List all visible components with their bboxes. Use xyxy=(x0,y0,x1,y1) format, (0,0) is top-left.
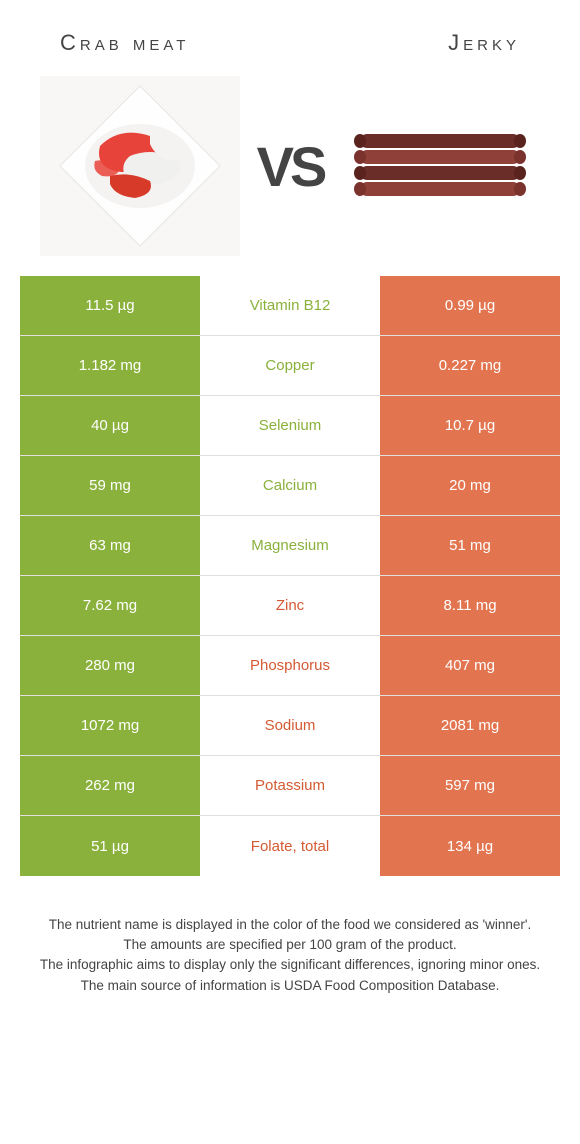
nutrient-row: 7.62 mgZinc8.11 mg xyxy=(20,576,560,636)
nutrient-left-value: 7.62 mg xyxy=(20,576,200,635)
nutrient-name: Phosphorus xyxy=(200,636,380,695)
nutrient-row: 63 mgMagnesium51 mg xyxy=(20,516,560,576)
nutrient-left-value: 51 µg xyxy=(20,816,200,876)
nutrient-right-value: 407 mg xyxy=(380,636,560,695)
nutrient-right-value: 597 mg xyxy=(380,756,560,815)
nutrient-left-value: 1072 mg xyxy=(20,696,200,755)
nutrient-right-value: 0.227 mg xyxy=(380,336,560,395)
title-right: Jerky xyxy=(448,30,520,56)
footer: The nutrient name is displayed in the co… xyxy=(0,876,580,1017)
nutrient-row: 40 µgSelenium10.7 µg xyxy=(20,396,560,456)
nutrient-row: 11.5 µgVitamin B120.99 µg xyxy=(20,276,560,336)
nutrient-name: Potassium xyxy=(200,756,380,815)
title-left: Crab meat xyxy=(60,30,189,56)
header: Crab meat Jerky xyxy=(0,0,580,66)
nutrient-right-value: 20 mg xyxy=(380,456,560,515)
nutrient-name: Selenium xyxy=(200,396,380,455)
nutrient-name: Zinc xyxy=(200,576,380,635)
nutrient-name: Calcium xyxy=(200,456,380,515)
jerky-image xyxy=(340,76,540,256)
nutrient-name: Copper xyxy=(200,336,380,395)
nutrient-right-value: 2081 mg xyxy=(380,696,560,755)
nutrient-name: Folate, total xyxy=(200,816,380,876)
nutrient-right-value: 8.11 mg xyxy=(380,576,560,635)
nutrient-left-value: 262 mg xyxy=(20,756,200,815)
nutrient-right-value: 0.99 µg xyxy=(380,276,560,335)
nutrient-row: 51 µgFolate, total134 µg xyxy=(20,816,560,876)
nutrient-right-value: 51 mg xyxy=(380,516,560,575)
nutrient-left-value: 280 mg xyxy=(20,636,200,695)
nutrient-row: 262 mgPotassium597 mg xyxy=(20,756,560,816)
nutrient-right-value: 134 µg xyxy=(380,816,560,876)
footer-line: The main source of information is USDA F… xyxy=(30,977,550,995)
nutrient-row: 59 mgCalcium20 mg xyxy=(20,456,560,516)
footer-line: The nutrient name is displayed in the co… xyxy=(30,916,550,934)
images-row: VS xyxy=(0,66,580,276)
nutrient-left-value: 11.5 µg xyxy=(20,276,200,335)
nutrient-row: 1.182 mgCopper0.227 mg xyxy=(20,336,560,396)
nutrient-name: Sodium xyxy=(200,696,380,755)
crab-image xyxy=(40,76,240,256)
nutrient-left-value: 1.182 mg xyxy=(20,336,200,395)
nutrient-left-value: 59 mg xyxy=(20,456,200,515)
nutrient-name: Magnesium xyxy=(200,516,380,575)
nutrient-table: 11.5 µgVitamin B120.99 µg1.182 mgCopper0… xyxy=(0,276,580,876)
footer-line: The amounts are specified per 100 gram o… xyxy=(30,936,550,954)
nutrient-right-value: 10.7 µg xyxy=(380,396,560,455)
nutrient-row: 280 mgPhosphorus407 mg xyxy=(20,636,560,696)
nutrient-name: Vitamin B12 xyxy=(200,276,380,335)
vs-label: VS xyxy=(257,134,324,199)
nutrient-left-value: 63 mg xyxy=(20,516,200,575)
nutrient-row: 1072 mgSodium2081 mg xyxy=(20,696,560,756)
nutrient-left-value: 40 µg xyxy=(20,396,200,455)
footer-line: The infographic aims to display only the… xyxy=(30,956,550,974)
